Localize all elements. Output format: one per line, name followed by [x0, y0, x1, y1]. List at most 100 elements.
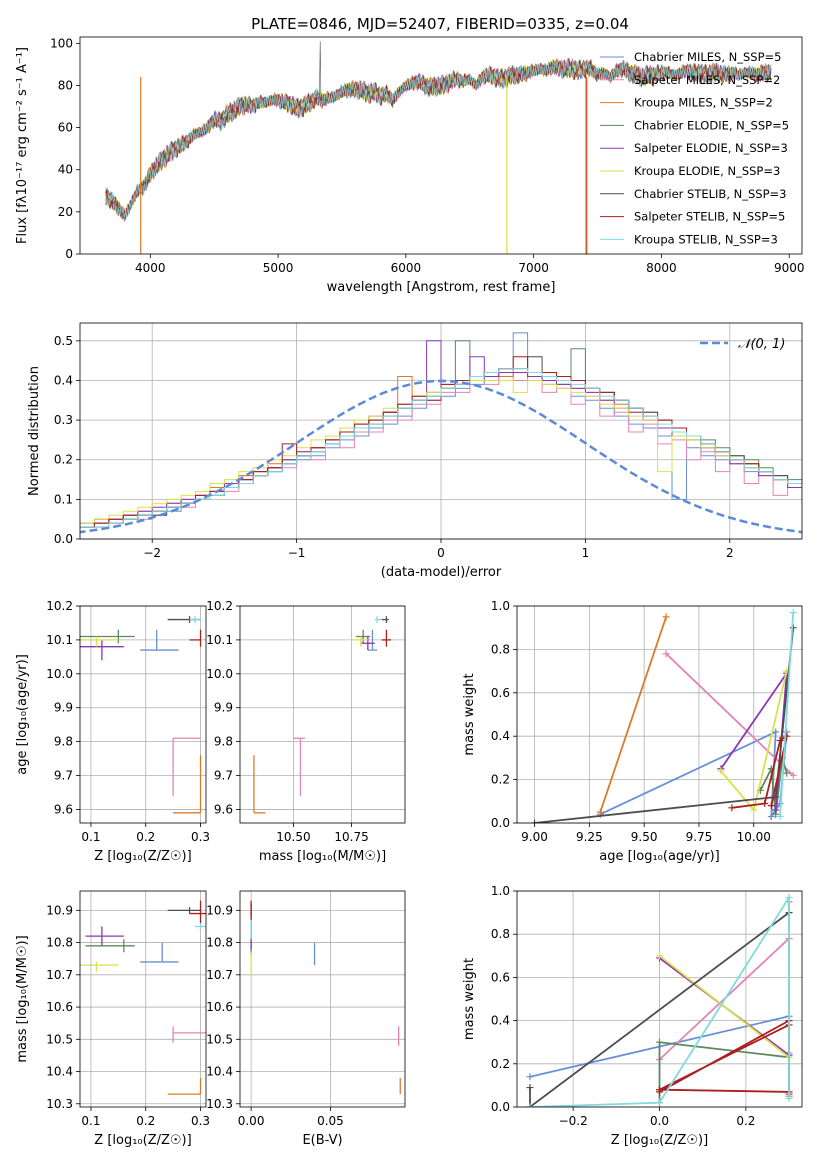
y-tick-label: 10.5 [46, 1032, 73, 1046]
weight-line-kroupa-elodie [658, 955, 790, 1059]
weight-point [776, 812, 784, 820]
errorbar-kroupa-stelib [374, 616, 382, 623]
y-tick-label: 9.7 [54, 769, 73, 783]
x-tick-label: 9000 [774, 261, 805, 275]
x-tick-label: −0.2 [559, 1114, 588, 1128]
weight-point [772, 728, 780, 736]
weight-point [656, 1099, 663, 1107]
y-tick-label: 10.1 [46, 633, 73, 647]
y-tick-label: 1.0 [491, 884, 510, 898]
x-tick-label: 9.25 [576, 830, 603, 844]
y-tick-label: 10.1 [206, 633, 233, 647]
errorbar-kroupa-elodie [80, 636, 119, 647]
errorbar-kroupa-miles [253, 755, 266, 814]
x-tick-label: 7000 [518, 261, 549, 275]
errorbar-salpeter-stelib [189, 900, 206, 924]
y-tick-label: 10.7 [206, 968, 233, 982]
x-tick-label: 6000 [391, 261, 422, 275]
weight-point [761, 799, 769, 807]
x-tick-label: 9.75 [686, 830, 713, 844]
y-tick-label: 0.0 [491, 1100, 510, 1114]
y-tick-label: 9.9 [54, 701, 73, 715]
panel-4-axes [513, 605, 803, 827]
legend-entry: Kroupa MILES, N_SSP=2 [634, 96, 773, 110]
errorbar-chabrier-elodie [80, 629, 135, 644]
weight-point [772, 806, 780, 814]
panel-4-frame [516, 605, 803, 824]
x-tick-label: −2 [143, 546, 161, 560]
weight-point [789, 771, 797, 779]
panel-2-data [80, 616, 202, 814]
panel-4-grid [517, 605, 802, 824]
y-tick-label: 10.2 [46, 599, 73, 613]
panel-6-frame [239, 890, 406, 1108]
x-tick-label: 0 [437, 546, 445, 560]
y-tick-label: 0.2 [491, 1057, 510, 1071]
legend-entry: Salpeter ELODIE, N_SSP=3 [634, 141, 788, 155]
y-tick-label: 10.3 [46, 1097, 73, 1111]
x-tick-label: 0.0 [650, 1114, 669, 1128]
weight-point [531, 819, 539, 823]
y-tick-label: 0.8 [491, 927, 510, 941]
y-tick-label: 10.0 [46, 667, 73, 681]
x-tick-label: 0.05 [317, 1114, 344, 1128]
weight-point [767, 802, 775, 810]
y-tick-label: 0.6 [491, 686, 510, 700]
panel-2-axes [76, 605, 207, 827]
y-axis-label: mass weight [462, 958, 477, 1040]
x-tick-label: 10.75 [334, 830, 368, 844]
y-tick-label: 10.4 [206, 1065, 233, 1079]
y-tick-label: 10.5 [206, 1032, 233, 1046]
x-axis-label: Z [log₁₀(Z/Z☉)] [611, 1133, 708, 1148]
panel-5-frame [79, 890, 207, 1108]
weight-point [656, 1086, 663, 1094]
panel-7-frame [516, 890, 803, 1108]
panel-3-frame [239, 605, 406, 824]
x-tick-label: 0.2 [136, 1114, 155, 1128]
panel-4-data [531, 609, 797, 823]
errorbar-kroupa-miles [173, 755, 202, 814]
x-tick-label: 0.1 [81, 1114, 100, 1128]
errorbar-chabrier-miles [140, 629, 179, 651]
y-tick-label: 80 [58, 78, 73, 92]
x-tick-label: 0.00 [238, 1114, 265, 1128]
y-tick-label: 10.7 [46, 968, 73, 982]
x-tick-label: −1 [288, 546, 306, 560]
gaussian-curve [80, 379, 802, 534]
x-tick-label: 9.50 [631, 830, 658, 844]
x-tick-label: 1 [582, 546, 590, 560]
x-axis-label: Z [log₁₀(Z/Z☉)] [94, 1133, 191, 1148]
x-tick-label: 0.1 [81, 830, 100, 844]
legend-entry: Chabrier MILES, N_SSP=5 [634, 50, 781, 64]
y-tick-label: 0.0 [491, 816, 510, 830]
legend-entry: Chabrier ELODIE, N_SSP=5 [634, 118, 789, 132]
x-tick-label: 0.2 [136, 830, 155, 844]
weight-point [526, 1084, 534, 1092]
weight-point [776, 737, 784, 745]
legend-entry: Salpeter STELIB, N_SSP=5 [634, 210, 785, 224]
y-tick-label: 10.8 [206, 936, 233, 950]
errorbar-chabrier-stelib [381, 616, 389, 623]
x-axis-label: E(B-V) [302, 1133, 342, 1148]
panel-7-data [526, 893, 793, 1107]
errorbar-salpeter-elodie [80, 639, 124, 661]
legend-entry: Kroupa ELODIE, N_SSP=3 [634, 164, 780, 178]
y-axis-label: Flux [fλ10⁻¹⁷ erg cm⁻² s⁻¹ A⁻¹] [15, 47, 30, 244]
y-tick-label: 10.6 [206, 1000, 233, 1014]
y-tick-label: 10.0 [206, 667, 233, 681]
y-tick-label: 0.6 [491, 970, 510, 984]
y-tick-label: 0.4 [491, 1014, 510, 1028]
errorbar-kroupa-stelib [195, 923, 206, 930]
x-tick-label: 5000 [263, 261, 294, 275]
y-tick-label: 0.3 [54, 413, 73, 427]
y-tick-label: 9.7 [214, 769, 233, 783]
errorbar-kroupa-elodie [351, 636, 368, 647]
x-tick-label: 10.50 [276, 830, 310, 844]
x-tick-label: 9.00 [521, 830, 548, 844]
panel-1-data [80, 332, 802, 534]
histogram-kroupa-stelib [80, 368, 802, 532]
y-tick-label: 40 [58, 163, 73, 177]
y-tick-label: 10.4 [46, 1065, 73, 1079]
y-axis-label: Normed distribution [27, 366, 42, 496]
weight-point [783, 769, 791, 777]
